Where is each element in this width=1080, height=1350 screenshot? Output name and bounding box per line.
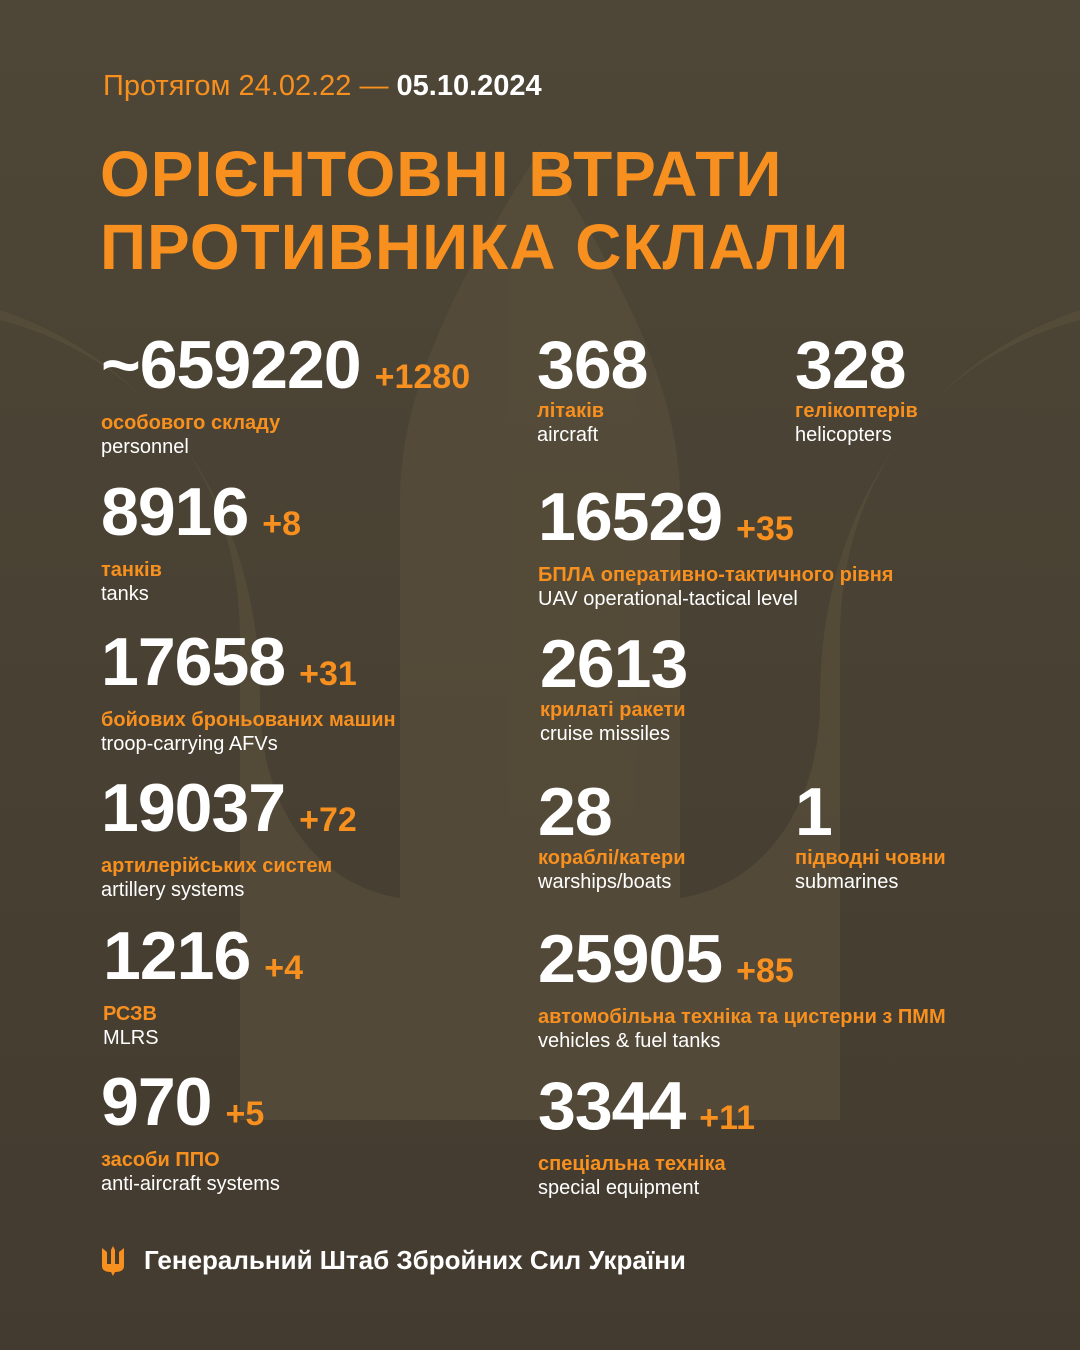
footer-label: Генеральний Штаб Збройних Сил України xyxy=(144,1245,686,1275)
title-line-2: ПРОТИВНИКА СКЛАЛИ xyxy=(100,211,850,283)
stat-submarines: 1 підводні човни submarines xyxy=(795,778,946,894)
stat-count: 368 xyxy=(537,327,648,403)
stat-label-en: troop-carrying AFVs xyxy=(101,733,278,755)
stat-count: 2613 xyxy=(540,626,688,702)
stat-delta: +35 xyxy=(736,510,794,548)
stat-delta: +5 xyxy=(225,1095,265,1133)
stat-label-ua: БПЛА оперативно-тактичного рівня xyxy=(538,564,894,586)
stat-count: 1216 xyxy=(103,918,251,994)
stat-value: 25905 +85 xyxy=(538,925,946,1005)
stat-label-en: UAV operational-tactical level xyxy=(538,588,798,610)
footer: Генеральний Штаб Збройних Сил України xyxy=(100,1245,686,1276)
stat-label-en: artillery systems xyxy=(101,879,245,901)
stat-delta: +85 xyxy=(736,952,794,990)
stat-helicopters: 328 гелікоптерів helicopters xyxy=(795,331,918,447)
stat-warships: 28 кораблі/катери warships/boats xyxy=(538,778,686,894)
stat-value: 17658 +31 xyxy=(101,628,396,708)
stat-label-ua: артилерійських систем xyxy=(101,855,333,877)
stat-value: 8916 +8 xyxy=(101,478,301,558)
stat-special-equipment: 3344 +11 спеціальна техніка special equipme… xyxy=(538,1072,755,1200)
stat-personnel: ~659220 +1280 особового складу personnel xyxy=(101,331,470,459)
stat-delta: +11 xyxy=(699,1099,756,1137)
stat-delta: +31 xyxy=(299,655,357,693)
stat-label-ua: особового складу xyxy=(101,412,281,434)
stat-label-ua: засоби ППО xyxy=(101,1149,220,1171)
stat-label-ua: танків xyxy=(101,559,162,581)
stat-count: 3344 xyxy=(538,1068,686,1144)
stat-label-ua: літаків xyxy=(537,400,605,422)
stat-label-en: warships/boats xyxy=(538,871,672,893)
stat-delta: +4 xyxy=(264,949,304,987)
stat-label-en: personnel xyxy=(101,436,189,458)
report-date: 05.10.2024 xyxy=(396,70,542,102)
trident-icon xyxy=(102,1245,124,1276)
stat-label-en: special equipment xyxy=(538,1177,700,1199)
stat-count: 16529 xyxy=(538,479,723,555)
stat-afv: 17658 +31 бойових броньованих машин troop-c… xyxy=(101,628,396,756)
stat-label-ua: крилаті ракети xyxy=(540,699,686,721)
stat-count: 28 xyxy=(538,774,613,850)
stat-value: ~659220 +1280 xyxy=(101,331,470,411)
stat-label-en: MLRS xyxy=(103,1027,159,1049)
stat-value: 3344 +11 xyxy=(538,1072,755,1152)
stat-label-ua: РСЗВ xyxy=(103,1003,157,1025)
stat-count: 328 xyxy=(795,327,906,403)
stat-label-ua: підводні човни xyxy=(795,847,946,869)
stat-label-ua: гелікоптерів xyxy=(795,400,918,422)
stat-label-ua: автомобільна техніка та цистерни з ПММ xyxy=(538,1006,946,1028)
period-prefix: Протягом 24.02.22 — xyxy=(103,70,389,102)
stat-value: 28 xyxy=(538,778,686,846)
stat-count: 17658 xyxy=(101,624,286,700)
stat-value: 16529 +35 xyxy=(538,483,893,563)
stat-cruise-missiles: 2613 крилаті ракети cruise missiles xyxy=(540,630,688,746)
stat-value: 19037 +72 xyxy=(101,774,357,854)
stat-label-en: vehicles & fuel tanks xyxy=(538,1030,721,1052)
stat-label-en: tanks xyxy=(101,583,149,605)
stat-value: 368 xyxy=(537,331,648,399)
stat-count: 1 xyxy=(795,774,833,850)
period-subtitle: Протягом 24.02.22 — 05.10.2024 xyxy=(103,70,542,103)
stat-delta: +1280 xyxy=(374,358,471,396)
stat-count: 970 xyxy=(101,1064,212,1140)
stat-count: ~659220 xyxy=(101,327,362,403)
page-title: ОРІЄНТОВНІ ВТРАТИ ПРОТИВНИКА СКЛАЛИ xyxy=(100,138,849,284)
stat-value: 1216 +4 xyxy=(103,922,303,1002)
stat-delta: +72 xyxy=(299,801,357,839)
stat-value: 970 +5 xyxy=(101,1068,280,1148)
stat-artillery: 19037 +72 артилерійських систем artillery s… xyxy=(101,774,357,902)
stat-value: 1 xyxy=(795,778,946,846)
stat-label-ua: спеціальна техніка xyxy=(538,1153,726,1175)
stat-label-en: cruise missiles xyxy=(540,723,671,745)
stat-label-ua: кораблі/катери xyxy=(538,847,686,869)
stat-tanks: 8916 +8 танків tanks xyxy=(101,478,301,606)
stat-aircraft: 368 літаків aircraft xyxy=(537,331,648,447)
stat-uav: 16529 +35 БПЛА оперативно-тактичного рівня… xyxy=(538,483,893,611)
stat-label-en: anti-aircraft systems xyxy=(101,1173,280,1195)
stat-count: 8916 xyxy=(101,474,249,550)
stat-delta: +8 xyxy=(262,505,302,543)
stat-count: 25905 xyxy=(538,921,723,997)
stat-label-en: helicopters xyxy=(795,424,892,446)
stat-label-ua: бойових броньованих машин xyxy=(101,709,396,731)
stat-value: 328 xyxy=(795,331,918,399)
title-line-1: ОРІЄНТОВНІ ВТРАТИ xyxy=(100,138,783,210)
stat-mlrs: 1216 +4 РСЗВ MLRS xyxy=(103,922,303,1050)
stat-vehicles: 25905 +85 автомобільна техніка та цистерни… xyxy=(538,925,946,1053)
stat-count: 19037 xyxy=(101,770,286,846)
stat-label-en: aircraft xyxy=(537,424,599,446)
stat-value: 2613 xyxy=(540,630,688,698)
stat-anti-aircraft: 970 +5 засоби ППО anti-aircraft systems xyxy=(101,1068,280,1196)
stat-label-en: submarines xyxy=(795,871,899,893)
